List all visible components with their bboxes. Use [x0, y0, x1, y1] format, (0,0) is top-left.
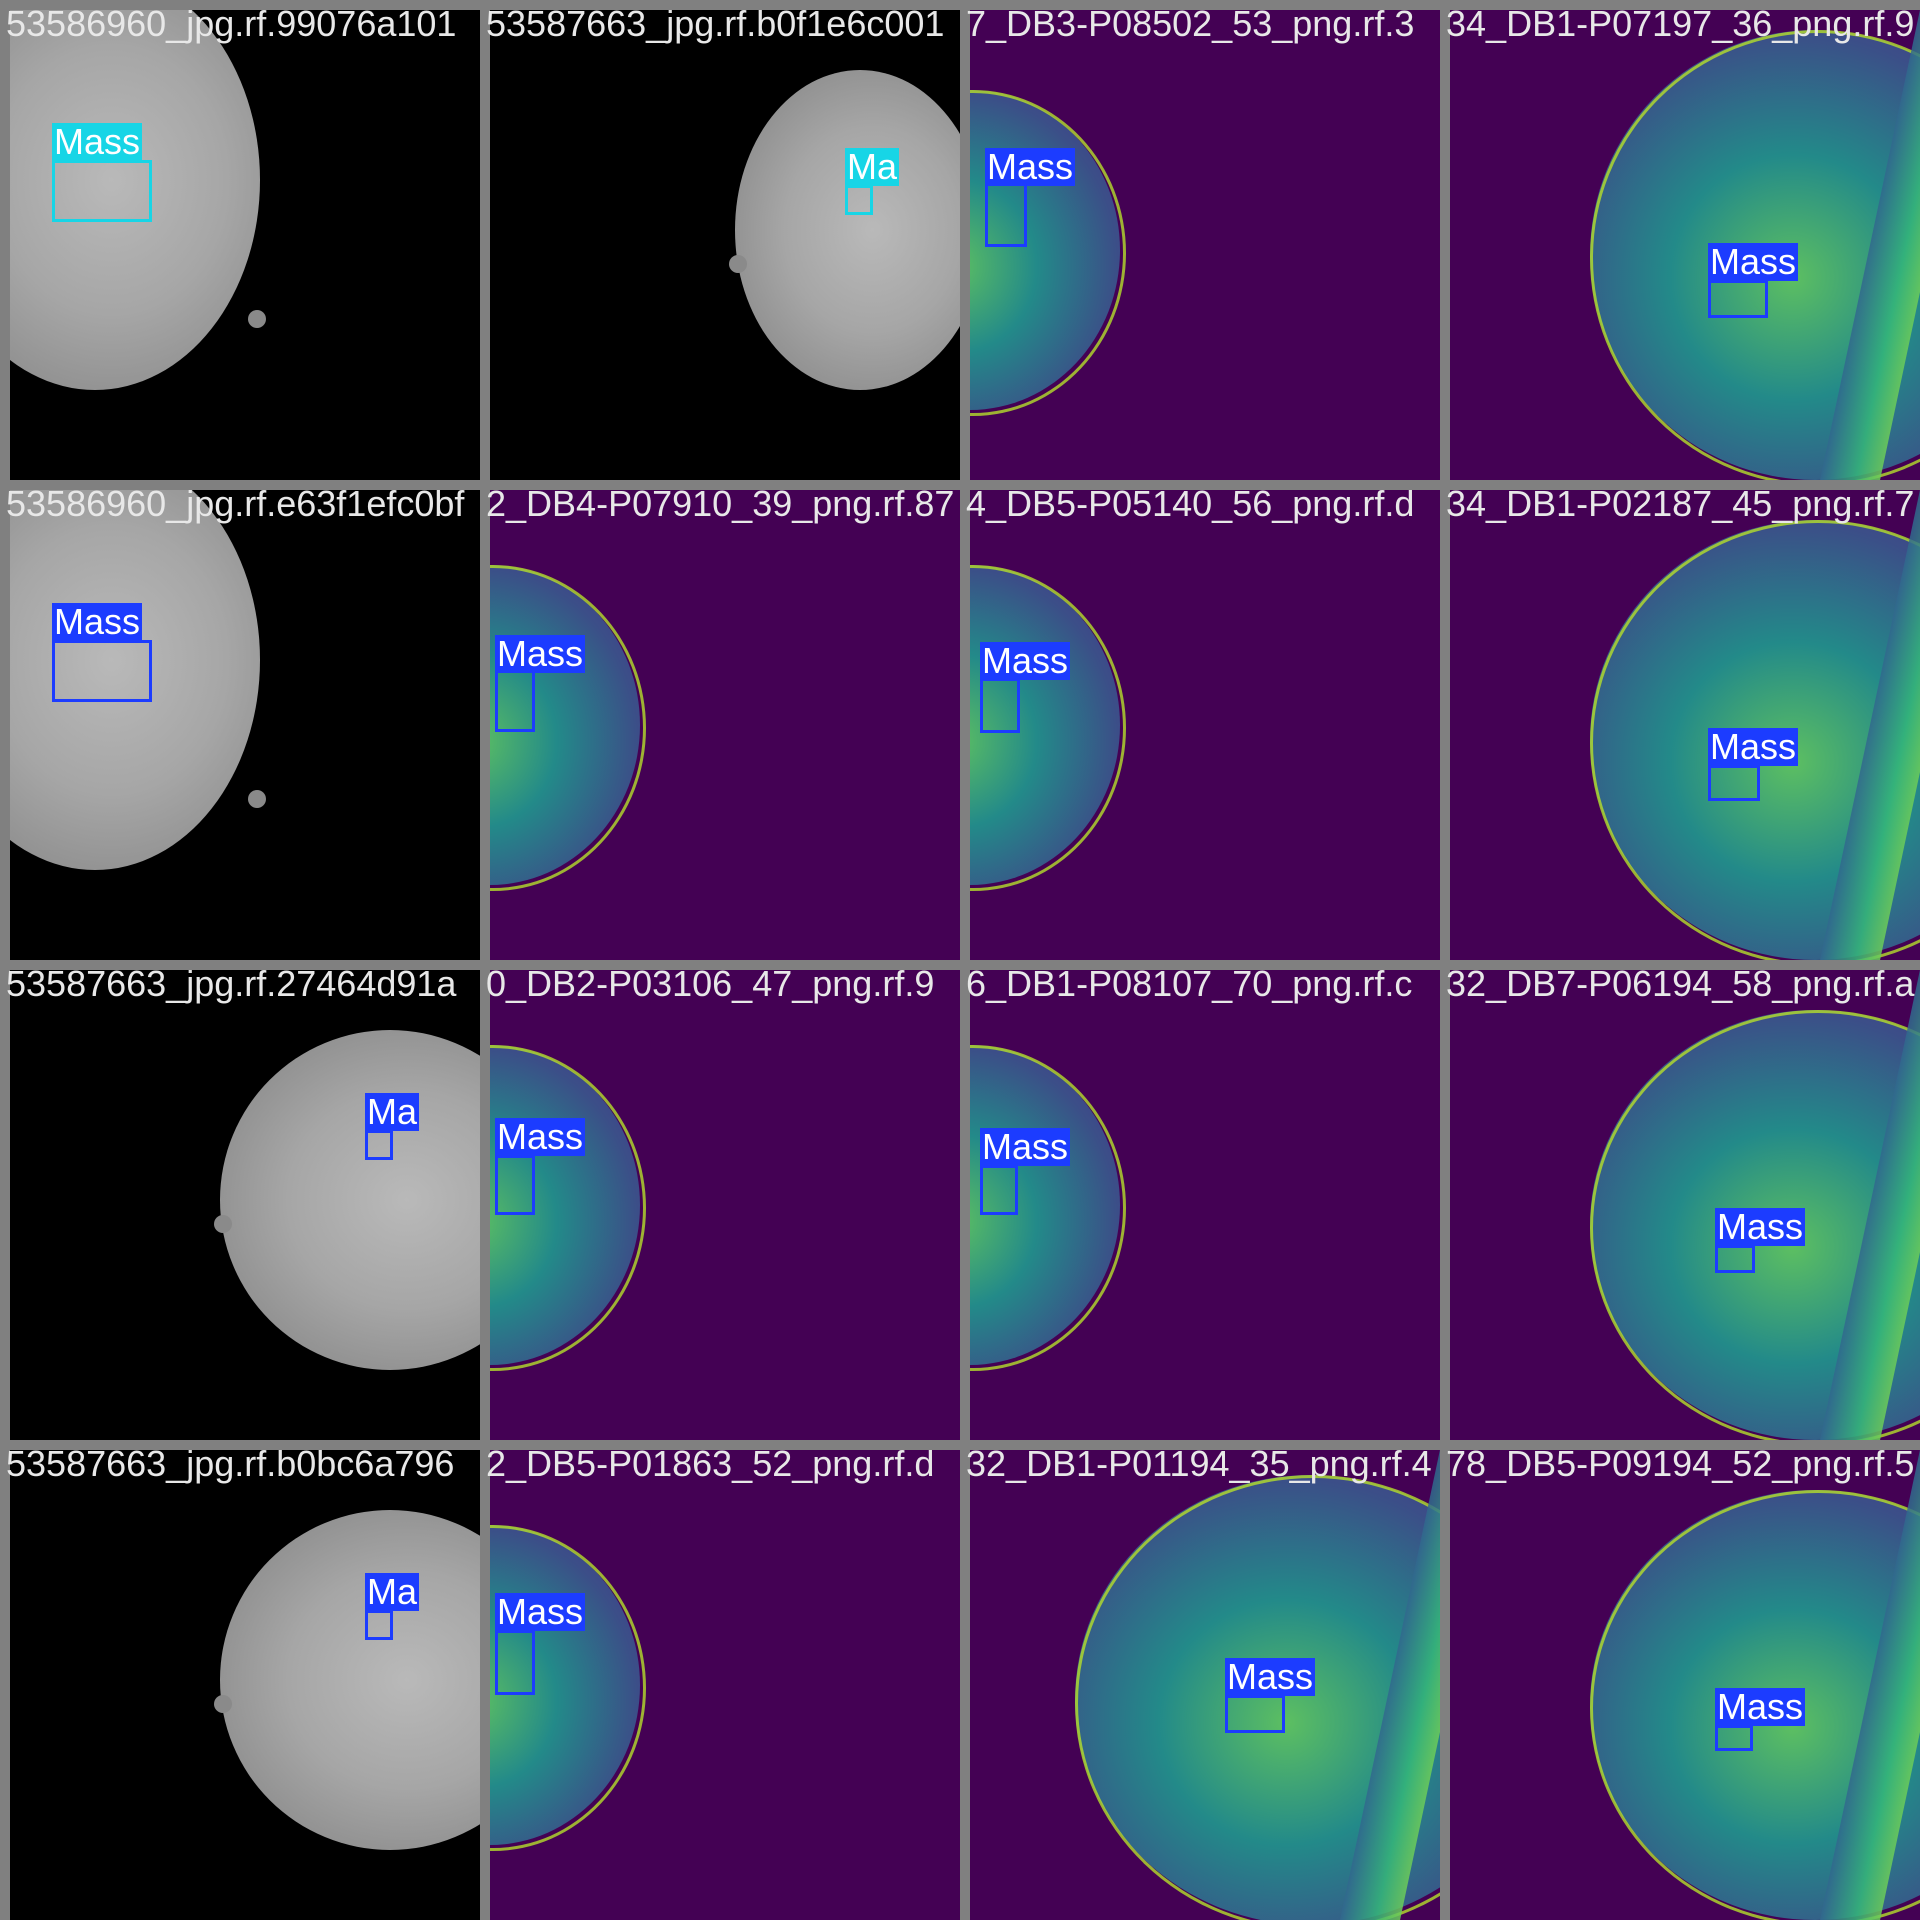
- image-tile: Mass: [970, 970, 1440, 1440]
- image-tile: Mass: [490, 970, 960, 1440]
- mass-bounding-box: [495, 1630, 535, 1695]
- mass-bounding-box: [365, 1610, 393, 1640]
- breast-image: [735, 70, 960, 390]
- mass-bounding-box: [495, 670, 535, 732]
- mass-label: Mass: [495, 1591, 586, 1632]
- mass-label: Mass: [495, 1116, 586, 1157]
- mass-label: Mass: [985, 146, 1076, 187]
- mass-bounding-box: [52, 160, 152, 222]
- image-tile: Mass: [10, 10, 480, 480]
- mass-label: Mass: [52, 601, 143, 642]
- mass-bounding-box: [845, 185, 873, 215]
- nipple-shape: [248, 790, 266, 808]
- nipple-shape: [248, 310, 266, 328]
- mass-bounding-box: [980, 1165, 1018, 1215]
- mass-bounding-box: [1715, 1725, 1753, 1751]
- mass-bounding-box: [980, 678, 1020, 733]
- mass-label: Ma: [365, 1571, 420, 1612]
- nipple-shape: [729, 255, 747, 273]
- mass-bounding-box: [1708, 765, 1760, 801]
- mass-bounding-box: [1715, 1245, 1755, 1273]
- mass-bounding-box: [985, 182, 1027, 247]
- mass-bounding-box: [1225, 1695, 1285, 1733]
- image-tile: Mass: [1450, 490, 1920, 960]
- image-tile: Mass: [490, 490, 960, 960]
- mass-label: Mass: [980, 640, 1071, 681]
- mass-bounding-box: [1708, 280, 1768, 318]
- mass-label: Mass: [1715, 1206, 1806, 1247]
- nipple-shape: [214, 1215, 232, 1233]
- image-tile: Mass: [1450, 970, 1920, 1440]
- image-tile: Mass: [970, 10, 1440, 480]
- mass-label: Mass: [52, 121, 143, 162]
- mass-label: Mass: [1708, 241, 1799, 282]
- mass-label: Mass: [495, 633, 586, 674]
- image-tile: Ma: [10, 1450, 480, 1920]
- image-tile: Mass: [1450, 10, 1920, 480]
- image-tile: Mass: [490, 1450, 960, 1920]
- image-tile: Mass: [970, 490, 1440, 960]
- image-tile: Mass: [970, 1450, 1440, 1920]
- breast-image: [220, 1030, 480, 1370]
- image-tile: Ma: [10, 970, 480, 1440]
- image-tile: Mass: [10, 490, 480, 960]
- image-tile: Mass: [1450, 1450, 1920, 1920]
- mass-label: Ma: [365, 1091, 420, 1132]
- mass-bounding-box: [52, 640, 152, 702]
- image-tile: Ma: [490, 10, 960, 480]
- mass-label: Mass: [1225, 1656, 1316, 1697]
- nipple-shape: [214, 1695, 232, 1713]
- mass-label: Ma: [845, 146, 900, 187]
- mass-label: Mass: [980, 1126, 1071, 1167]
- mass-label: Mass: [1708, 726, 1799, 767]
- mass-bounding-box: [365, 1130, 393, 1160]
- mass-bounding-box: [495, 1155, 535, 1215]
- mass-label: Mass: [1715, 1686, 1806, 1727]
- breast-image: [220, 1510, 480, 1850]
